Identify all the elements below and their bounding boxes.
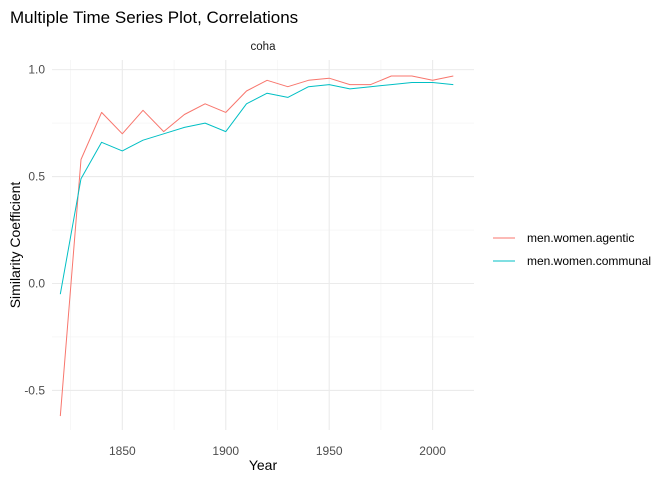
x-tick-label: 1950	[316, 444, 343, 458]
series-lines	[59, 75, 454, 417]
x-axis-title: Year	[249, 457, 278, 473]
facet-label: coha	[251, 41, 277, 53]
legend-label: men.women.agentic	[527, 231, 634, 245]
y-tick-label: 0.5	[28, 170, 45, 184]
y-axis-ticks: -0.5 0.0 0.5 1.0	[24, 63, 45, 398]
chart-title: Multiple Time Series Plot, Correlations	[10, 8, 298, 27]
y-axis-title: Similarity Coefficient	[7, 182, 23, 309]
x-tick-label: 1850	[109, 444, 136, 458]
x-tick-label: 1900	[212, 444, 239, 458]
x-tick-label: 2000	[419, 444, 446, 458]
y-tick-label: 0.0	[28, 276, 45, 290]
grid	[52, 60, 474, 430]
legend: men.women.agentic men.women.communal	[493, 231, 651, 268]
series-line-men-women-agentic	[59, 75, 454, 417]
series-line-men-women-communal	[59, 82, 454, 295]
legend-label: men.women.communal	[527, 254, 651, 268]
x-axis-ticks: 1850 1900 1950 2000	[109, 444, 446, 458]
y-tick-label: -0.5	[24, 383, 45, 397]
y-tick-label: 1.0	[28, 63, 45, 77]
